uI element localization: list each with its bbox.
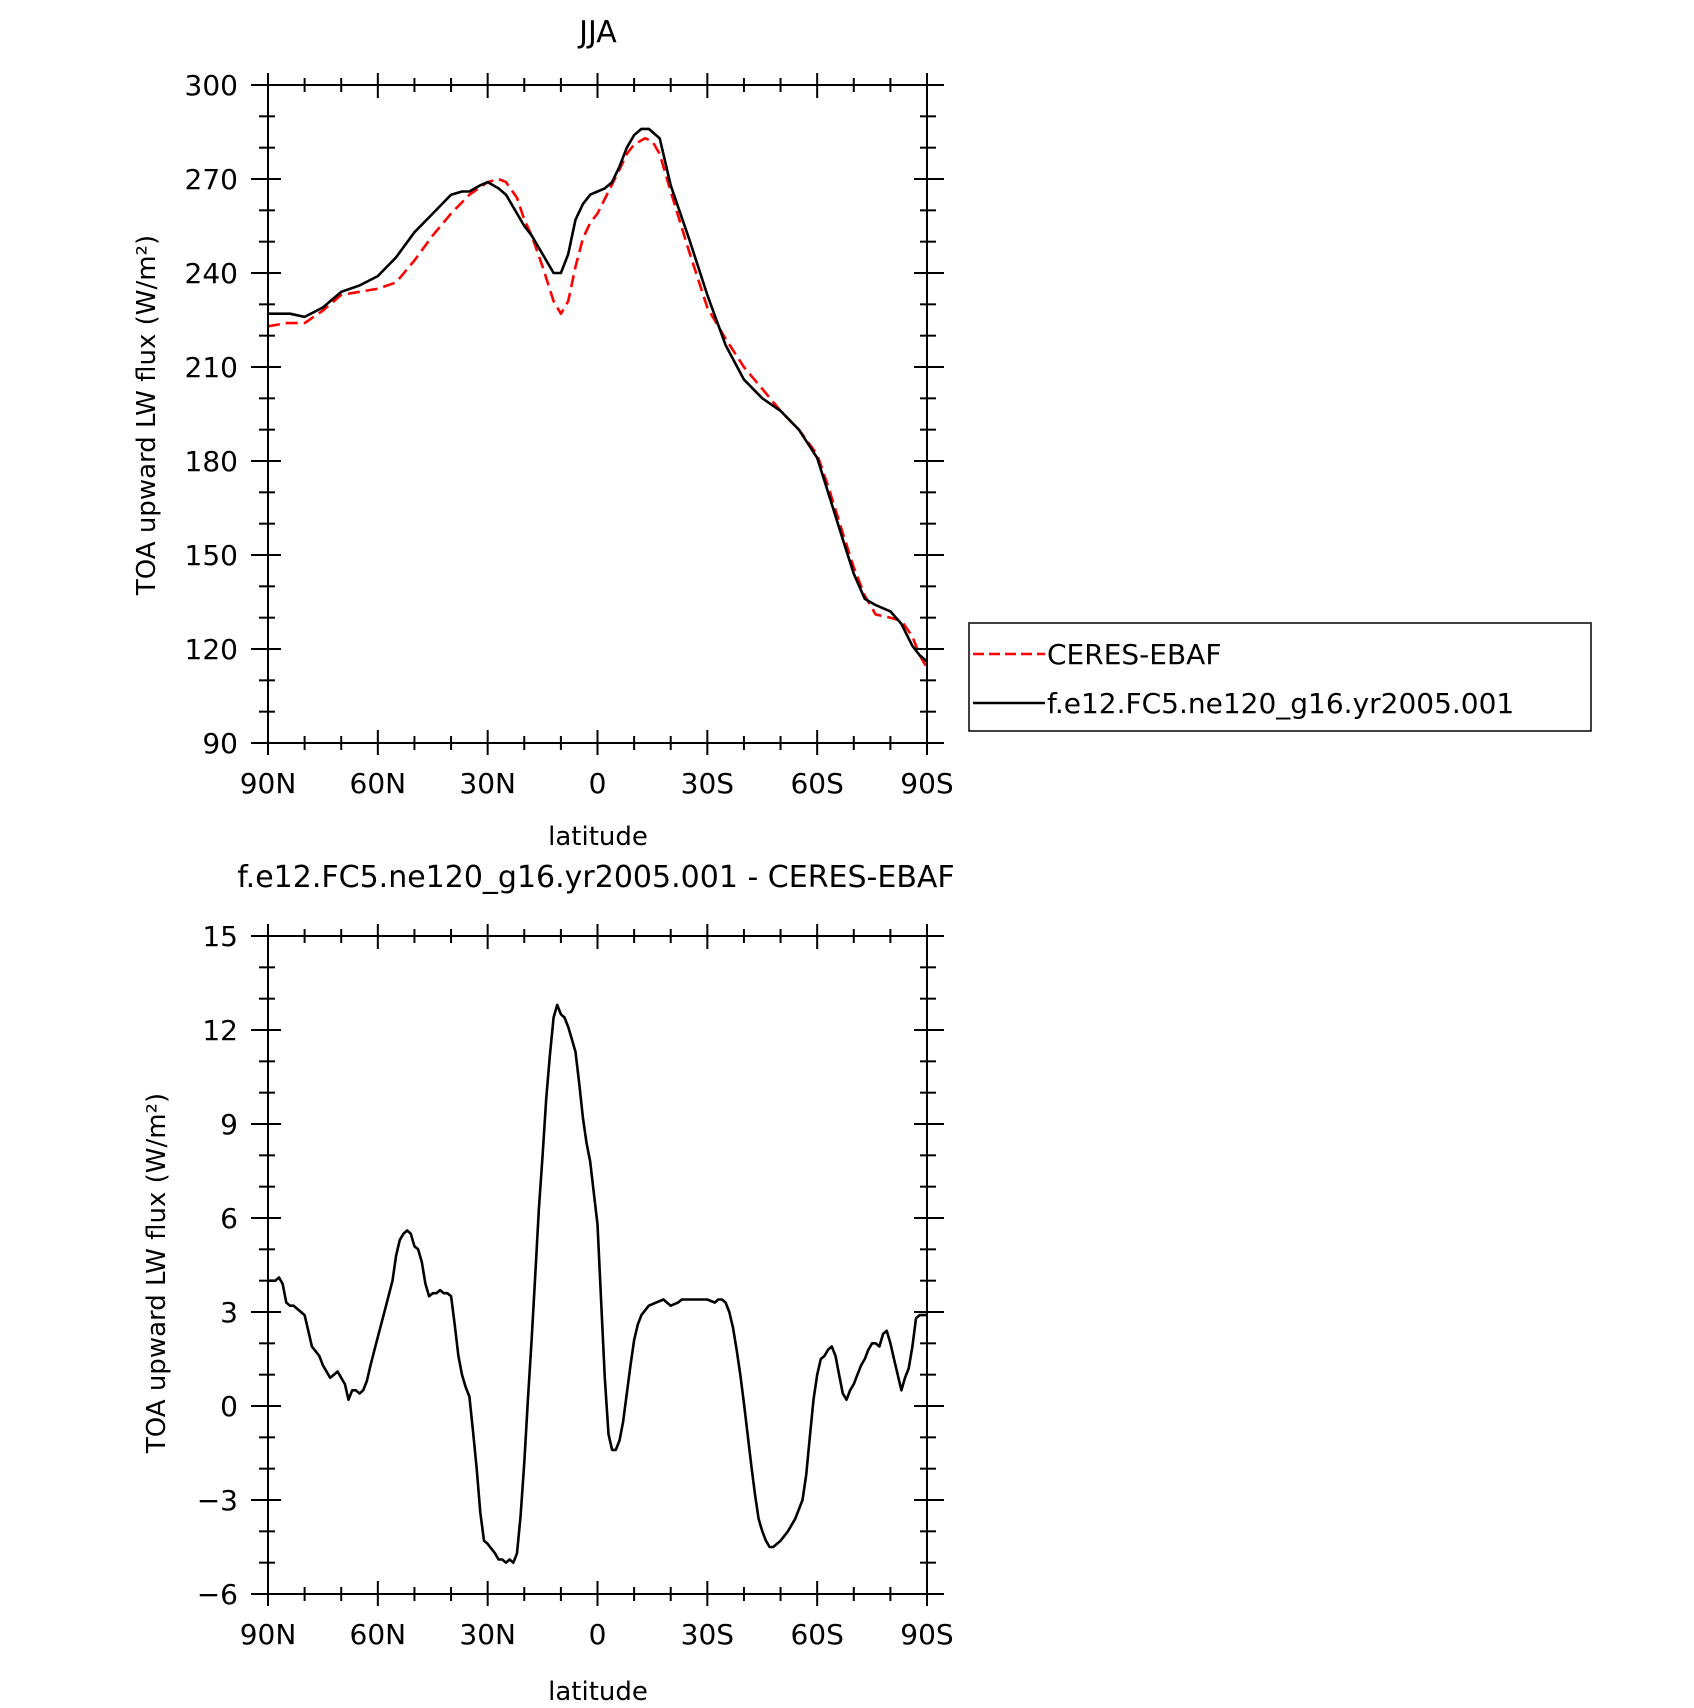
y-tick-label: 0 xyxy=(220,1390,238,1423)
top-panel: JJA 90N 60N 30N 0 30S 60S 90S 90 120 150 180 210 240… xyxy=(132,15,954,852)
y-tick-label: 180 xyxy=(185,445,238,478)
x-tick-label: 30S xyxy=(681,1618,734,1651)
y-tick-label: 300 xyxy=(185,69,238,102)
bottom-panel: f.e12.FC5.ne120_g16.yr2005.001 - CERES-E… xyxy=(142,860,955,1707)
x-tick-label: 60N xyxy=(350,767,407,800)
y-tick-label: 210 xyxy=(185,351,238,384)
y-tick-label: 12 xyxy=(202,1014,238,1047)
x-tick-label: 90S xyxy=(900,767,953,800)
y-tick-label: 6 xyxy=(220,1202,238,1235)
x-tick-label: 90N xyxy=(240,767,297,800)
top-panel-title: JJA xyxy=(577,15,617,50)
top-y-axis-title: TOA upward LW flux (W/m²) xyxy=(132,235,162,596)
legend: CERES-EBAF f.e12.FC5.ne120_g16.yr2005.00… xyxy=(968,622,1592,732)
y-tick-label: 3 xyxy=(220,1296,238,1329)
y-tick-label: 240 xyxy=(185,257,238,290)
top-x-axis-title: latitude xyxy=(548,822,648,852)
x-tick-label: 60S xyxy=(790,767,843,800)
x-tick-label: 30S xyxy=(681,767,734,800)
legend-box xyxy=(968,622,1592,732)
x-tick-label: 30N xyxy=(459,1618,516,1651)
series-line-model xyxy=(268,127,928,663)
bottom-panel-title: f.e12.FC5.ne120_g16.yr2005.001 - CERES-E… xyxy=(237,860,954,895)
bottom-x-axis-title: latitude xyxy=(548,1677,648,1707)
x-tick-label: 90S xyxy=(900,1618,953,1651)
x-tick-label: 0 xyxy=(589,767,607,800)
legend-label-ceres: CERES-EBAF xyxy=(1047,638,1221,671)
series-line-difference xyxy=(268,1003,927,1564)
y-tick-label: −3 xyxy=(197,1484,238,1517)
y-tick-label: 150 xyxy=(185,539,238,572)
legend-label-model: f.e12.FC5.ne120_g16.yr2005.001 xyxy=(1047,687,1514,720)
y-tick-label: 90 xyxy=(202,727,238,760)
plot-frame xyxy=(267,935,928,1595)
y-tick-label: −6 xyxy=(197,1578,238,1611)
x-tick-label: 60N xyxy=(350,1618,407,1651)
y-tick-label: 120 xyxy=(185,633,238,666)
y-tick-label: 15 xyxy=(202,920,238,953)
y-tick-label: 270 xyxy=(185,163,238,196)
plot-frame xyxy=(267,84,928,744)
x-tick-label: 90N xyxy=(240,1618,297,1651)
x-tick-label: 30N xyxy=(459,767,516,800)
bottom-y-axis-title: TOA upward LW flux (W/m²) xyxy=(142,1093,172,1454)
x-tick-label: 0 xyxy=(589,1618,607,1651)
x-tick-label: 60S xyxy=(790,1618,843,1651)
series-line-ceres xyxy=(267,137,929,669)
y-tick-label: 9 xyxy=(220,1108,238,1141)
